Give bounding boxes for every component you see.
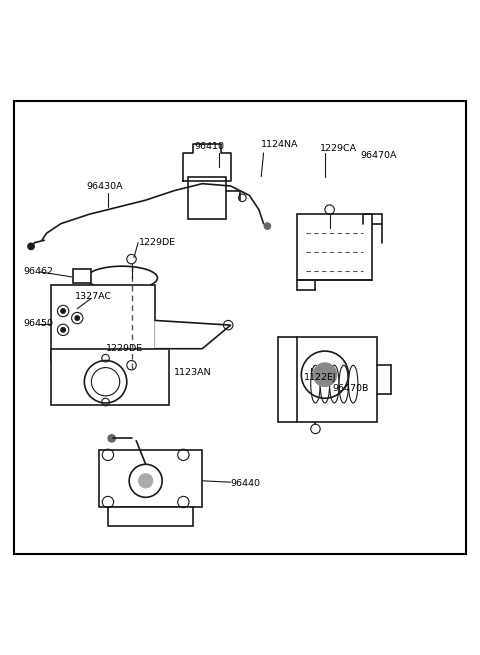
Circle shape <box>61 309 65 313</box>
Circle shape <box>61 328 65 332</box>
Text: 1123AN: 1123AN <box>174 368 212 377</box>
Circle shape <box>108 434 116 442</box>
Bar <box>108 507 193 525</box>
Circle shape <box>28 243 35 250</box>
Bar <box>51 348 169 405</box>
Text: 96440: 96440 <box>230 479 261 488</box>
Circle shape <box>313 363 336 386</box>
Bar <box>51 285 155 360</box>
Text: 96470A: 96470A <box>360 151 397 160</box>
Ellipse shape <box>339 365 348 403</box>
Text: 96450: 96450 <box>23 319 53 328</box>
Ellipse shape <box>311 365 320 403</box>
Ellipse shape <box>320 365 330 403</box>
Circle shape <box>75 316 80 320</box>
Circle shape <box>139 474 153 488</box>
Circle shape <box>264 223 271 229</box>
Text: 1124NA: 1124NA <box>261 140 299 149</box>
Bar <box>297 214 372 280</box>
Text: 96410: 96410 <box>194 141 224 151</box>
Text: 96430A: 96430A <box>87 181 123 191</box>
Text: 1229CA: 1229CA <box>320 144 357 153</box>
Text: 1122EJ: 1122EJ <box>304 373 336 381</box>
Polygon shape <box>155 320 230 348</box>
Bar <box>72 269 91 283</box>
Text: 96462: 96462 <box>23 267 53 276</box>
Ellipse shape <box>348 365 358 403</box>
Text: 96470B: 96470B <box>332 384 368 393</box>
Bar <box>98 450 202 507</box>
Text: 1327AC: 1327AC <box>75 292 112 301</box>
Ellipse shape <box>87 266 157 290</box>
Bar <box>297 337 377 422</box>
Ellipse shape <box>330 365 339 403</box>
Text: 1229DE: 1229DE <box>106 345 143 353</box>
Text: 1229DE: 1229DE <box>139 238 176 247</box>
Bar <box>188 177 226 219</box>
